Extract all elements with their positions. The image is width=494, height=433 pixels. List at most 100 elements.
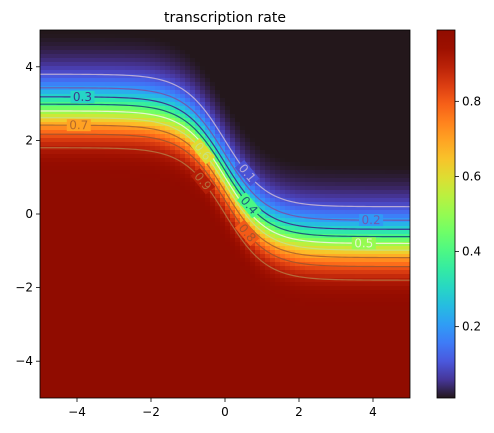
heatmap-cell — [185, 122, 191, 127]
heatmap-cell — [400, 38, 406, 43]
heatmap-cell — [305, 234, 311, 239]
heatmap-cell — [360, 90, 366, 95]
heatmap-cell — [395, 230, 401, 235]
heatmap-cell — [65, 162, 71, 167]
heatmap-cell — [100, 226, 106, 231]
heatmap-cell — [125, 242, 131, 247]
heatmap-cell — [170, 74, 176, 79]
heatmap-cell — [190, 190, 196, 195]
heatmap-cell — [155, 74, 161, 79]
heatmap-cell — [370, 226, 376, 231]
heatmap-cell — [260, 162, 266, 167]
heatmap-cell — [320, 238, 326, 243]
heatmap-cell — [130, 274, 136, 279]
heatmap-cell — [130, 90, 136, 95]
heatmap-cell — [295, 282, 301, 287]
heatmap-cell — [90, 290, 96, 295]
heatmap-cell — [75, 154, 81, 159]
heatmap-cell — [145, 242, 151, 247]
heatmap-cell — [370, 134, 376, 139]
heatmap-cell — [70, 258, 76, 263]
heatmap-cell — [250, 282, 256, 287]
heatmap-cell — [130, 82, 136, 87]
heatmap-cell — [345, 94, 351, 99]
heatmap-cell — [135, 290, 141, 295]
heatmap-cell — [230, 158, 236, 163]
heatmap-cell — [65, 214, 71, 219]
heatmap-cell — [45, 110, 51, 115]
heatmap-cell — [220, 246, 226, 251]
heatmap-cell — [60, 130, 66, 135]
heatmap-cell — [385, 58, 391, 63]
heatmap-cell — [165, 202, 171, 207]
heatmap-cell — [45, 70, 51, 75]
heatmap-cell — [330, 30, 336, 35]
heatmap-cell — [280, 218, 286, 223]
heatmap-cell — [150, 222, 156, 227]
heatmap-cell — [220, 270, 226, 275]
heatmap-cell — [375, 286, 381, 291]
heatmap-cell — [255, 158, 261, 163]
heatmap-cell — [75, 262, 81, 267]
heatmap-cell — [70, 210, 76, 215]
heatmap-cell — [130, 126, 136, 131]
heatmap-cell — [315, 238, 321, 243]
heatmap-cell — [65, 54, 71, 59]
heatmap-cell — [400, 282, 406, 287]
heatmap-cell — [300, 46, 306, 51]
heatmap-cell — [210, 90, 216, 95]
heatmap-cell — [165, 30, 171, 35]
heatmap-cell — [290, 114, 296, 119]
heatmap-cell — [80, 154, 86, 159]
heatmap-cell — [170, 206, 176, 211]
heatmap-cell — [40, 162, 46, 167]
heatmap-cell — [365, 270, 371, 275]
heatmap-cell — [110, 78, 116, 83]
heatmap-cell — [55, 246, 61, 251]
heatmap-cell — [110, 50, 116, 55]
heatmap-cell — [260, 294, 266, 299]
heatmap-cell — [390, 58, 396, 63]
heatmap-cell — [50, 150, 56, 155]
heatmap-cell — [405, 30, 410, 35]
heatmap-cell — [405, 122, 410, 127]
heatmap-cell — [190, 298, 196, 303]
heatmap-cell — [270, 138, 276, 143]
heatmap-cell — [100, 162, 106, 167]
heatmap-cell — [120, 286, 126, 291]
heatmap-cell — [135, 202, 141, 207]
heatmap-cell — [270, 126, 276, 131]
heatmap-cell — [275, 82, 281, 87]
heatmap-cell — [265, 58, 271, 63]
heatmap-cell — [345, 86, 351, 91]
heatmap-cell — [285, 54, 291, 59]
heatmap-cell — [300, 246, 306, 251]
heatmap-cell — [355, 78, 361, 83]
heatmap-cell — [325, 42, 331, 47]
heatmap-cell — [250, 294, 256, 299]
heatmap-cell — [305, 82, 311, 87]
heatmap-cell — [310, 194, 316, 199]
heatmap-cell — [85, 46, 91, 51]
heatmap-cell — [395, 58, 401, 63]
heatmap-cell — [260, 270, 266, 275]
heatmap-cell — [85, 214, 91, 219]
heatmap-cell — [375, 294, 381, 299]
heatmap-cell — [285, 34, 291, 39]
heatmap-cell — [170, 290, 176, 295]
heatmap-cell — [170, 146, 176, 151]
heatmap-cell — [300, 254, 306, 259]
heatmap-cell — [120, 266, 126, 271]
heatmap-cell — [95, 42, 101, 47]
heatmap-cell — [270, 86, 276, 91]
heatmap-cell — [40, 138, 46, 143]
heatmap-cell — [275, 134, 281, 139]
heatmap-cell — [295, 102, 301, 107]
heatmap-cell — [235, 162, 241, 167]
heatmap-cell — [315, 286, 321, 291]
heatmap-cell — [120, 46, 126, 51]
heatmap-cell — [110, 90, 116, 95]
heatmap-cell — [320, 186, 326, 191]
heatmap-cell — [325, 258, 331, 263]
heatmap-cell — [80, 182, 86, 187]
